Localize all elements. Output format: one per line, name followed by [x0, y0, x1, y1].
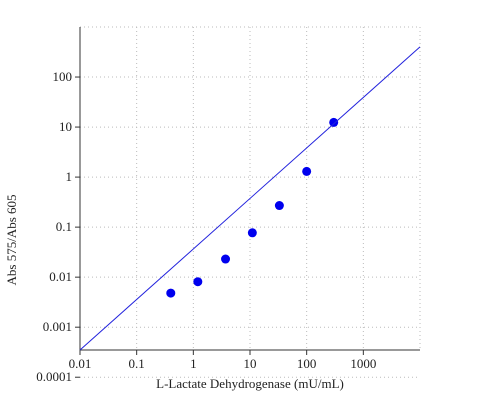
y-tick-label: 0.001 — [43, 319, 72, 334]
x-tick-label: 0.1 — [129, 356, 145, 371]
fit-line — [79, 46, 421, 351]
y-tick-label: 0.1 — [56, 219, 72, 234]
y-tick-label: 100 — [53, 69, 73, 84]
y-tick-label: 0.0001 — [36, 369, 72, 384]
x-tick-label: 10 — [244, 356, 257, 371]
data-point — [193, 277, 203, 287]
data-point — [166, 288, 176, 298]
x-tick-label: 0.01 — [69, 356, 92, 371]
y-tick-label: 0.01 — [49, 269, 72, 284]
x-tick-label: 1 — [190, 356, 197, 371]
x-tick-label: 1000 — [350, 356, 376, 371]
x-tick-label: 100 — [297, 356, 317, 371]
y-tick-label: 10 — [59, 119, 72, 134]
data-point — [329, 117, 339, 127]
data-point — [247, 228, 257, 238]
y-tick-label: 1 — [66, 169, 73, 184]
x-axis-label: L-Lactate Dehydrogenase (mU/mL) — [156, 376, 344, 391]
data-point — [274, 201, 284, 211]
y-axis-label: Abs 575/Abs 605 — [4, 194, 19, 285]
data-point — [221, 254, 231, 264]
data-point — [302, 166, 312, 176]
